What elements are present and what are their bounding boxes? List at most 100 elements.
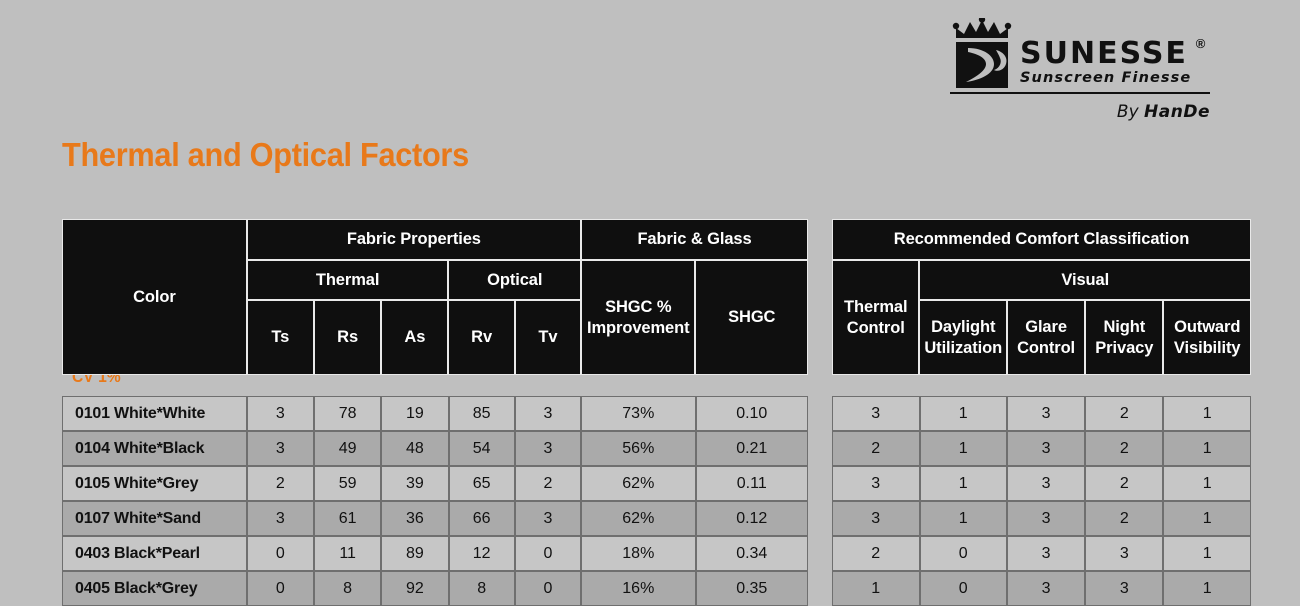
header-fabric-and-glass: Fabric & Glass xyxy=(581,219,808,260)
cell-shgc: 0.34 xyxy=(695,536,808,571)
cell-outward_visibility: 1 xyxy=(1163,396,1251,431)
header-outward-visibility: Outward Visibility xyxy=(1163,300,1251,375)
header-thermal-control: Thermal Control xyxy=(832,260,920,375)
header-shgc-improvement: SHGC % Improvement xyxy=(581,260,696,375)
cell-rs: 49 xyxy=(314,431,382,466)
cell-shgc_improvement: 18% xyxy=(581,536,696,571)
cell-daylight_utilization: 0 xyxy=(919,571,1007,606)
cell-as: 89 xyxy=(381,536,449,571)
header-night-line2: Privacy xyxy=(1095,338,1154,357)
cell-tv: 3 xyxy=(514,501,582,536)
left-table-header: Color Fabric Properties Fabric & Glass T… xyxy=(62,219,808,375)
cell-as: 92 xyxy=(381,571,449,606)
cell-glare_control: 3 xyxy=(1007,431,1086,466)
cell-tv: 3 xyxy=(514,396,582,431)
cell-shgc_improvement: 16% xyxy=(581,571,696,606)
cell-shgc_improvement: 62% xyxy=(581,466,696,501)
header-row-mid: Thermal Optical SHGC % Improvement SHGC xyxy=(62,260,808,375)
brand-name: SUNESSE xyxy=(1020,35,1188,71)
cell-shgc_improvement: 56% xyxy=(581,431,696,466)
brand-logo: SUNESSE Sunscreen Finesse ® By HanDe xyxy=(950,16,1210,122)
header-thermal-control-line1: Thermal xyxy=(843,297,908,316)
cell-night_privacy: 2 xyxy=(1085,431,1164,466)
cell-color: 0105 White*Grey xyxy=(62,466,247,501)
cell-ts: 3 xyxy=(246,431,314,466)
header-rv: Rv xyxy=(448,300,515,375)
cell-thermal_control: 3 xyxy=(832,501,920,536)
cell-tv: 2 xyxy=(514,466,582,501)
cell-glare_control: 3 xyxy=(1007,466,1086,501)
header-row-top: Color Fabric Properties Fabric & Glass xyxy=(62,219,808,375)
cell-glare_control: 3 xyxy=(1007,396,1086,431)
cell-shgc: 0.10 xyxy=(695,396,808,431)
page-title: Thermal and Optical Factors xyxy=(62,136,469,173)
cell-glare_control: 3 xyxy=(1007,536,1086,571)
header-visual: Visual xyxy=(919,260,1251,300)
cell-ts: 0 xyxy=(246,571,314,606)
cell-rs: 59 xyxy=(314,466,382,501)
cell-daylight_utilization: 1 xyxy=(919,501,1007,536)
header-ts: Ts xyxy=(246,300,314,375)
cell-thermal_control: 3 xyxy=(832,466,920,501)
cell-color: 0107 White*Sand xyxy=(62,501,247,536)
cell-as: 48 xyxy=(381,431,449,466)
header-thermal: Thermal xyxy=(246,260,449,300)
table-row[interactable]: 0104 White*Black 3 49 48 54 3 56% 0.21 xyxy=(62,431,808,466)
cell-shgc: 0.35 xyxy=(695,571,808,606)
cell-night_privacy: 2 xyxy=(1085,466,1164,501)
header-daylight-utilization: Daylight Utilization xyxy=(919,300,1007,375)
logo-wordmark: SUNESSE Sunscreen Finesse ® xyxy=(1020,35,1205,89)
cell-tv: 3 xyxy=(514,431,582,466)
table-row[interactable]: 0403 Black*Pearl 0 11 89 12 0 18% 0.34 xyxy=(62,536,808,571)
header-color: Color xyxy=(62,219,247,375)
cell-tv: 0 xyxy=(514,571,582,606)
header-glare-line1: Glare xyxy=(1025,317,1067,336)
cell-thermal_control: 1 xyxy=(832,571,920,606)
cell-rs: 11 xyxy=(314,536,382,571)
header-shgc: SHGC xyxy=(695,260,808,375)
cell-as: 19 xyxy=(381,396,449,431)
cell-ts: 3 xyxy=(246,396,314,431)
table-row[interactable]: 0405 Black*Grey 0 8 92 8 0 16% 0.35 xyxy=(62,571,808,606)
table-row[interactable]: 0101 White*White 3 78 19 85 3 73% 0.10 xyxy=(62,396,808,431)
table-row[interactable]: 0105 White*Grey 2 59 39 65 2 62% 0.11 xyxy=(62,466,808,501)
header-as: As xyxy=(381,300,449,375)
brand-tagline: Sunscreen Finesse xyxy=(1020,70,1192,86)
registered-mark: ® xyxy=(1195,35,1206,51)
header-fabric-properties: Fabric Properties xyxy=(246,219,582,260)
cell-rs: 61 xyxy=(314,501,382,536)
header-rs: Rs xyxy=(313,300,382,375)
cell-rv: 54 xyxy=(448,431,515,466)
header-row-top: Recommended Comfort Classification xyxy=(832,219,1251,260)
cell-ts: 3 xyxy=(246,501,314,536)
header-glare-line2: Control xyxy=(1017,338,1076,357)
cell-outward_visibility: 1 xyxy=(1163,501,1251,536)
header-daylight-line1: Daylight xyxy=(931,317,996,336)
cell-daylight_utilization: 1 xyxy=(919,466,1007,501)
cell-night_privacy: 2 xyxy=(1085,501,1164,536)
right-table-header: Recommended Comfort Classification Therm… xyxy=(832,219,1251,375)
cell-rv: 8 xyxy=(448,571,515,606)
byline-prefix: By xyxy=(1116,102,1139,122)
table-row[interactable]: 0107 White*Sand 3 61 36 66 3 62% 0.12 xyxy=(62,501,808,536)
cell-outward_visibility: 1 xyxy=(1163,431,1251,466)
cell-glare_control: 3 xyxy=(1007,501,1086,536)
header-glare-control: Glare Control xyxy=(1006,300,1086,375)
cell-daylight_utilization: 1 xyxy=(919,431,1007,466)
cell-color: 0104 White*Black xyxy=(62,431,247,466)
cell-shgc: 0.11 xyxy=(695,466,808,501)
sunesse-crown-s-icon xyxy=(950,16,1014,88)
logo-byline: By HanDe xyxy=(950,102,1210,122)
header-row-bottom: Daylight Utilization Glare Control Night… xyxy=(832,300,1251,375)
cell-daylight_utilization: 0 xyxy=(919,536,1007,571)
cell-thermal_control: 2 xyxy=(832,431,920,466)
left-table-body: 0101 White*White 3 78 19 85 3 73% 0.10 0104 Whit… xyxy=(62,396,808,606)
cell-as: 36 xyxy=(381,501,449,536)
